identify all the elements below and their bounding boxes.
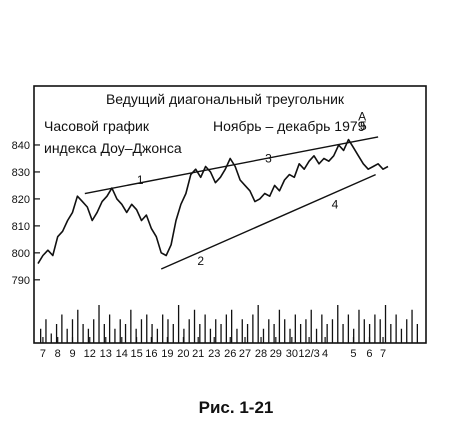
y-tick-label-3: 820 xyxy=(12,194,30,206)
x-tick-label-14: 28 xyxy=(255,348,267,360)
wave-labels: 1 2 3 4 5A xyxy=(137,110,367,268)
x-tick-label-18: 4 xyxy=(322,348,328,360)
x-tick-label-6: 15 xyxy=(130,348,142,360)
figure-caption: Рис. 1-21 xyxy=(199,398,274,417)
x-tick-label-5: 14 xyxy=(116,348,128,360)
x-tick-label-4: 13 xyxy=(100,348,112,360)
chart-title: Ведущий диагональный треугольник xyxy=(106,91,345,107)
x-tick-label-17: 12/3 xyxy=(298,348,319,360)
x-tick-label-21: 7 xyxy=(380,348,386,360)
wave-label-2: 2 xyxy=(197,254,204,268)
y-tick-label-4: 830 xyxy=(12,167,30,179)
y-axis-ticks: 790 800 810 820 830 840 xyxy=(12,140,40,287)
chart-subtitle-left-2: индекса Доу–Джонса xyxy=(44,140,182,156)
chart-subtitle-left-1: Часовой график xyxy=(44,118,150,134)
wave-label-4: 4 xyxy=(332,197,339,211)
y-tick-label-2: 810 xyxy=(12,221,30,233)
x-tick-label-9: 20 xyxy=(177,348,189,360)
wave-label-5: 5 xyxy=(360,119,367,133)
x-tick-label-0: 7 xyxy=(40,348,46,360)
wave-label-A: A xyxy=(358,110,366,124)
x-tick-label-15: 29 xyxy=(270,348,282,360)
x-axis-ticks: 7 8 9 12 13 14 15 16 19 20 21 23 26 27 28 29 30 12/3 4 5 6 7 xyxy=(40,337,386,360)
price-line-group xyxy=(37,138,389,265)
x-tick-label-1: 8 xyxy=(55,348,61,360)
x-tick-label-16: 30 xyxy=(286,348,298,360)
x-tick-label-11: 23 xyxy=(208,348,220,360)
x-tick-label-7: 16 xyxy=(145,348,157,360)
x-tick-label-20: 6 xyxy=(366,348,372,360)
y-tick-label-0: 790 xyxy=(12,275,30,287)
chart-subtitle-right: Ноябрь – декабрь 1979 xyxy=(213,118,366,134)
wave-label-3: 3 xyxy=(265,152,272,166)
x-tick-label-10: 21 xyxy=(192,348,204,360)
wave-label-1: 1 xyxy=(137,173,144,187)
channel-line-1 xyxy=(160,173,376,270)
x-tick-label-12: 26 xyxy=(224,348,236,360)
volume-bars xyxy=(40,305,418,343)
x-tick-label-2: 9 xyxy=(69,348,75,360)
x-tick-label-19: 5 xyxy=(350,348,356,360)
x-tick-label-8: 19 xyxy=(161,348,173,360)
y-tick-label-5: 840 xyxy=(12,140,30,152)
channel-lines xyxy=(84,136,379,270)
price-series-line xyxy=(37,138,389,265)
x-tick-label-3: 12 xyxy=(84,348,96,360)
y-tick-label-1: 800 xyxy=(12,248,30,260)
x-tick-label-13: 27 xyxy=(239,348,251,360)
channel-line-0 xyxy=(84,136,379,195)
